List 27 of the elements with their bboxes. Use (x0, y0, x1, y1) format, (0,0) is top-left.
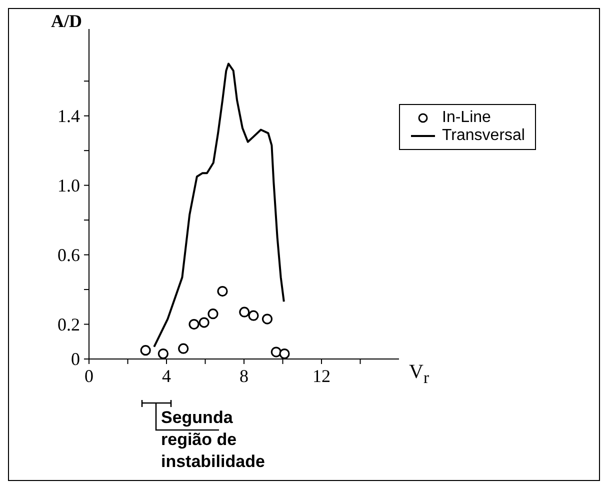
point (178, 343, 189, 354)
x-tick-label: 8 (240, 366, 248, 386)
x-tick-label: 0 (84, 366, 94, 386)
y-tick-label: 1.4 (58, 106, 80, 126)
line-series (153, 62, 285, 348)
point (239, 306, 250, 318)
point (198, 317, 210, 328)
point (262, 314, 273, 324)
legend-label: Transversal (442, 127, 525, 145)
y-tick-label: 0 (71, 349, 80, 369)
y-axis-title: A/D (51, 11, 82, 31)
text: Segunda região de instabilidade (161, 407, 266, 473)
point (208, 308, 218, 320)
x-axis-title: V$_{r}$ (409, 361, 429, 387)
y-tick-label: 0.2 (58, 314, 80, 334)
y-tick-label: 1.0 (58, 175, 80, 196)
legend-label: In-Line (442, 109, 491, 127)
point (158, 348, 169, 359)
point (217, 286, 228, 297)
point (188, 318, 200, 330)
y-tick-label: 0.6 (58, 244, 80, 265)
point (248, 310, 259, 321)
point (140, 345, 151, 356)
point (279, 348, 290, 359)
x-tick-label: 4 (162, 366, 171, 386)
x-tick-label: 12 (312, 366, 330, 386)
point (270, 346, 282, 358)
